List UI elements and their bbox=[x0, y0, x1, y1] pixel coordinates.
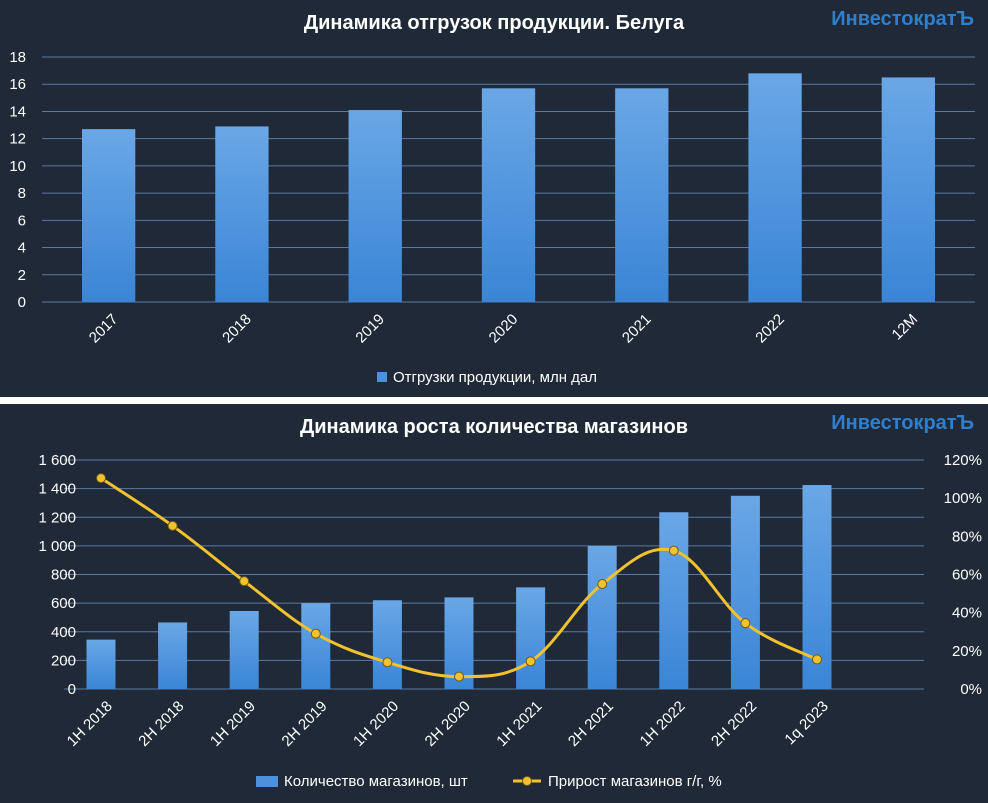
x-tick-label: 2H 2020 bbox=[422, 698, 474, 750]
x-tick-label: 2022 bbox=[752, 311, 788, 347]
growth-point bbox=[812, 654, 822, 665]
growth-point bbox=[382, 657, 393, 668]
legend-label: Прирост магазинов г/г, % bbox=[548, 773, 722, 790]
bar-store-count bbox=[659, 512, 689, 689]
y-tick-label: 1 000 bbox=[38, 538, 76, 555]
y2-tick-label: 40% bbox=[952, 605, 982, 622]
y-tick-label: 12 bbox=[9, 131, 26, 148]
bar-store-count bbox=[516, 587, 546, 689]
y2-tick-label: 20% bbox=[952, 643, 982, 660]
bar-shipments bbox=[881, 77, 936, 303]
legend-swatch-marker bbox=[522, 776, 532, 786]
bar-store-count bbox=[158, 622, 188, 689]
growth-point bbox=[310, 628, 321, 639]
bar-store-count bbox=[372, 600, 402, 689]
y-tick-label: 8 bbox=[18, 185, 26, 202]
x-tick-label: 2H 2022 bbox=[708, 698, 760, 750]
y-tick-label: 200 bbox=[51, 652, 76, 669]
growth-point bbox=[454, 671, 464, 682]
bar-store-count bbox=[587, 545, 617, 689]
bar-shipments bbox=[748, 73, 802, 302]
y2-tick-label: 100% bbox=[944, 490, 982, 507]
x-tick-label: 2H 2019 bbox=[279, 698, 331, 750]
chart2-svg: 0 200 400 600 800 1 000 1 200 1 400 1 600 0% 20% 40… bbox=[38, 452, 982, 790]
legend-swatch-bar bbox=[377, 372, 387, 382]
growth-point bbox=[96, 473, 106, 484]
y2-tick-label: 0% bbox=[960, 681, 982, 698]
legend-swatch-bar bbox=[256, 776, 278, 787]
bar-store-count bbox=[730, 495, 760, 689]
y-tick-label: 0 bbox=[68, 681, 76, 698]
y-tick-label: 1 400 bbox=[38, 481, 76, 498]
y-tick-label: 2 bbox=[18, 267, 26, 284]
y-tick-label: 16 bbox=[9, 76, 26, 93]
bar-shipments bbox=[215, 126, 269, 303]
y-tick-label: 600 bbox=[51, 595, 76, 612]
x-tick-label: 1H 2019 bbox=[207, 698, 259, 750]
bar-shipments bbox=[348, 110, 402, 302]
y-tick-label: 1 200 bbox=[38, 509, 76, 526]
x-tick-label: 2020 bbox=[486, 311, 522, 347]
stores-chart-panel: Динамика роста количества магазинов Инве… bbox=[0, 404, 988, 803]
y-tick-label: 10 bbox=[9, 158, 26, 175]
chart1-svg: 0 2 4 6 8 10 12 14 16 18 2017 2018 2019 2020 2021 2022 1… bbox=[9, 49, 975, 386]
bar-shipments bbox=[81, 129, 136, 302]
chart2-title: Динамика роста количества магазинов bbox=[299, 416, 689, 438]
y2-tick-label: 120% bbox=[944, 452, 982, 469]
x-tick-label: 2H 2018 bbox=[135, 698, 187, 750]
growth-point bbox=[597, 579, 608, 590]
bar-shipments bbox=[615, 88, 669, 302]
chart1-title: Динамика отгрузок продукции. Белуга bbox=[303, 12, 685, 34]
x-tick-label: 1H 2018 bbox=[64, 698, 116, 750]
brand-logo: ИнвестократЪ bbox=[831, 8, 974, 30]
x-tick-label: 1q 2023 bbox=[781, 698, 831, 748]
y-tick-label: 0 bbox=[18, 294, 26, 311]
growth-point bbox=[525, 656, 536, 667]
x-tick-label: 2H 2021 bbox=[565, 698, 617, 750]
brand-logo: ИнвестократЪ bbox=[831, 412, 974, 434]
y2-tick-label: 80% bbox=[952, 528, 982, 545]
bar-store-count bbox=[86, 639, 116, 689]
legend-label: Отгрузки продукции, млн дал bbox=[393, 369, 597, 386]
growth-point bbox=[668, 545, 679, 556]
y2-tick-label: 60% bbox=[952, 567, 982, 584]
y-tick-label: 6 bbox=[18, 212, 26, 229]
y-tick-label: 400 bbox=[51, 624, 76, 641]
x-tick-label: 12M bbox=[889, 311, 922, 344]
y-tick-label: 4 bbox=[18, 240, 26, 257]
y-tick-label: 1 600 bbox=[38, 452, 76, 469]
bar-shipments bbox=[481, 88, 536, 302]
x-tick-label: 1H 2020 bbox=[350, 698, 402, 750]
x-tick-label: 2017 bbox=[86, 311, 122, 347]
shipments-chart-panel: Динамика отгрузок продукции. Белуга Инве… bbox=[0, 0, 988, 397]
x-tick-label: 1H 2022 bbox=[637, 698, 689, 750]
x-tick-label: 2021 bbox=[619, 311, 655, 347]
x-tick-label: 2018 bbox=[219, 311, 255, 347]
y-tick-label: 800 bbox=[51, 567, 76, 584]
y-tick-label: 14 bbox=[9, 103, 26, 120]
legend-label: Количество магазинов, шт bbox=[284, 773, 468, 790]
growth-point bbox=[239, 576, 250, 587]
growth-point bbox=[740, 618, 751, 629]
bar-store-count bbox=[301, 603, 331, 689]
bar-store-count bbox=[229, 610, 259, 689]
x-tick-label: 1H 2021 bbox=[493, 698, 545, 750]
growth-point bbox=[167, 520, 178, 531]
y-tick-label: 18 bbox=[9, 49, 26, 66]
x-tick-label: 2019 bbox=[352, 311, 388, 347]
